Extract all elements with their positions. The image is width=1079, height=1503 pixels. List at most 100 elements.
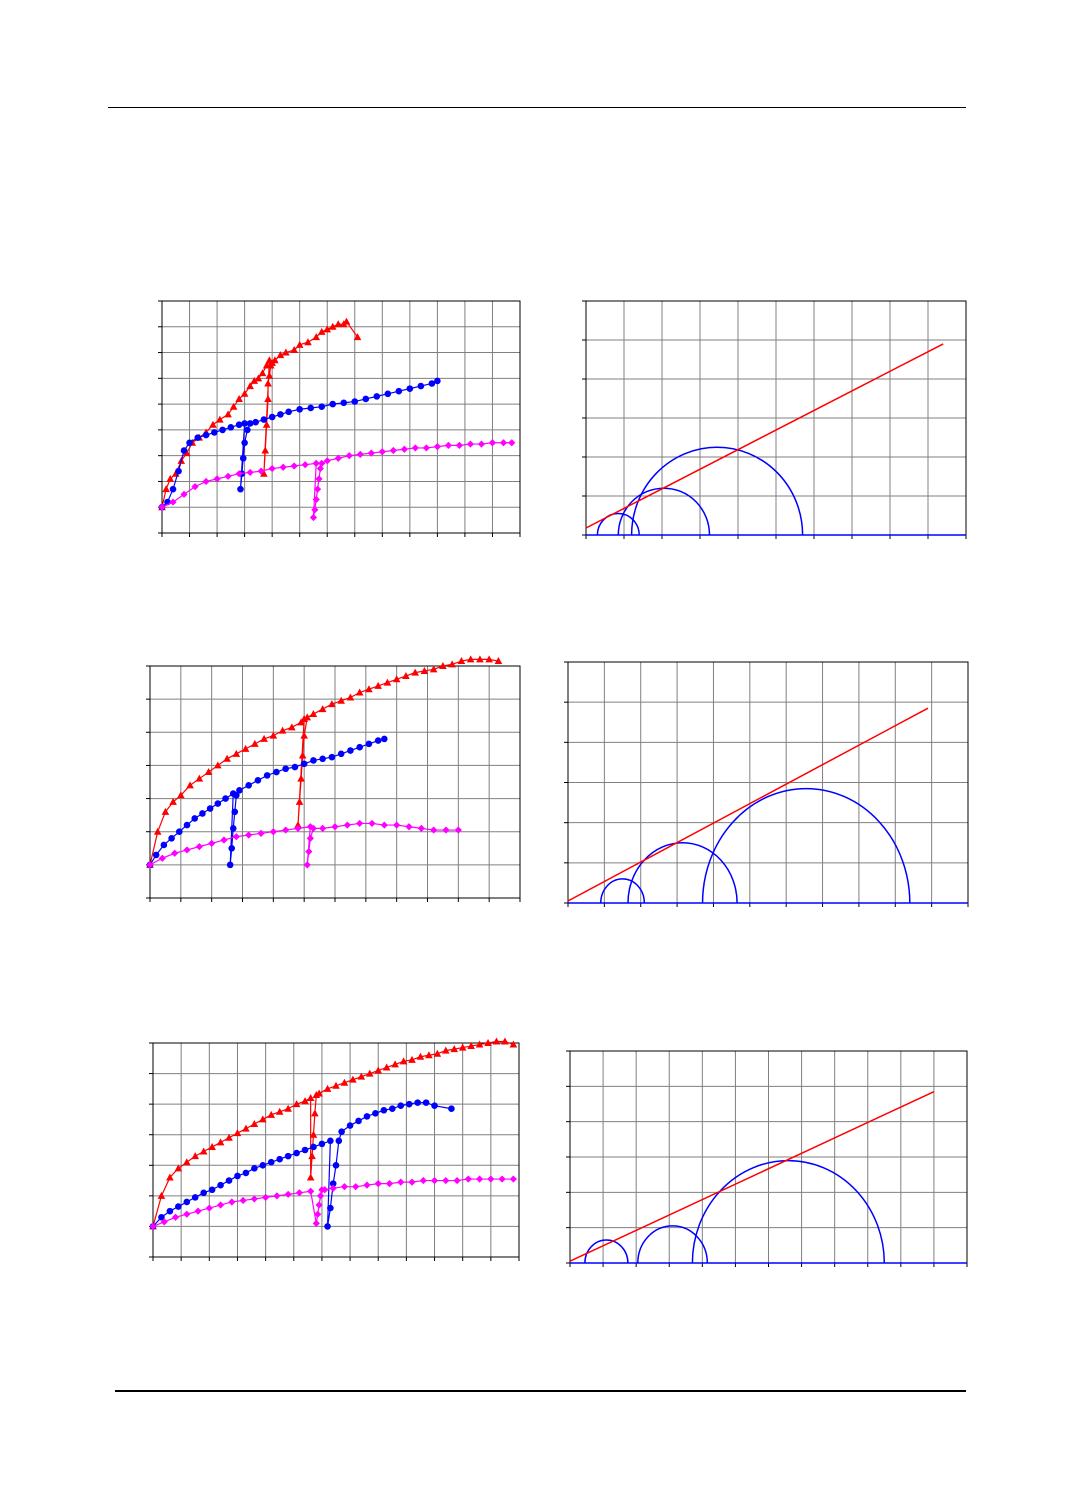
data-point-triangle xyxy=(233,1129,242,1137)
data-point-circle xyxy=(263,772,271,779)
data-point-circle xyxy=(241,420,248,427)
data-point-circle xyxy=(422,1099,430,1106)
data-point-diamond xyxy=(430,1176,439,1185)
data-point-circle xyxy=(428,380,436,387)
data-point-circle xyxy=(169,485,177,493)
data-point-circle xyxy=(318,1140,326,1148)
data-point-triangle xyxy=(224,410,232,418)
data-point-diamond xyxy=(466,440,475,448)
mohr-circles xyxy=(586,446,966,536)
data-point-triangle xyxy=(323,1084,332,1092)
data-point-circle xyxy=(241,439,248,447)
data-point-circle xyxy=(276,1155,283,1163)
data-point-circle xyxy=(268,413,276,421)
data-point-triangle xyxy=(312,333,321,341)
data-point-triangle xyxy=(235,394,243,402)
data-point-triangle xyxy=(166,474,175,482)
data-point-circle xyxy=(301,1146,309,1154)
data-point-triangle xyxy=(448,660,456,668)
grid xyxy=(162,301,520,533)
data-point-circle xyxy=(381,735,388,743)
data-point-diamond xyxy=(284,1190,292,1198)
data-point-triangle xyxy=(309,710,318,718)
data-point-diamond xyxy=(430,826,438,834)
data-point-triangle xyxy=(509,1040,518,1048)
data-point-triangle xyxy=(229,402,238,410)
data-point-triangle xyxy=(216,1138,225,1146)
data-point-diamond xyxy=(306,834,314,842)
data-point-triangle xyxy=(365,685,373,693)
footer-rule xyxy=(115,1390,966,1392)
data-point-diamond xyxy=(356,450,364,458)
data-point-diamond xyxy=(380,821,388,829)
data-point-diamond xyxy=(509,1175,517,1183)
data-point-circle xyxy=(291,763,299,771)
data-point-diamond xyxy=(246,468,254,477)
data-point-circle xyxy=(251,1165,258,1172)
data-point-triangle xyxy=(232,749,241,757)
data-point-triangle xyxy=(242,1124,250,1132)
data-point-circle xyxy=(355,1117,362,1125)
data-point-triangle xyxy=(275,1107,284,1115)
data-point-diamond xyxy=(405,823,413,831)
data-point-circle xyxy=(285,408,292,416)
data-point-diamond xyxy=(345,452,353,460)
data-point-circle xyxy=(351,398,359,405)
series-2 xyxy=(146,735,388,869)
data-point-triangle xyxy=(439,662,447,669)
data-point-diamond xyxy=(385,1180,394,1188)
data-point-circle xyxy=(237,485,244,493)
data-point-circle xyxy=(206,805,214,812)
data-point-diamond xyxy=(194,1207,202,1215)
data-point-diamond xyxy=(400,445,408,453)
data-point-circle xyxy=(340,399,348,407)
series-line xyxy=(149,658,499,865)
data-point-triangle xyxy=(265,371,274,379)
data-point-diamond xyxy=(216,1201,225,1209)
data-point-triangle xyxy=(223,754,231,762)
plot-frame xyxy=(161,300,521,534)
stress-strain-chart-2 xyxy=(146,655,521,902)
data-point-circle xyxy=(362,395,370,403)
data-point-circle xyxy=(175,1203,182,1210)
data-point-circle xyxy=(191,1194,199,1201)
data-point-triangle xyxy=(433,1049,442,1057)
data-point-triangle xyxy=(209,420,217,428)
series-1 xyxy=(158,317,362,511)
data-point-circle xyxy=(307,404,315,412)
data-point-triangle xyxy=(328,322,337,330)
data-point-triangle xyxy=(292,1100,301,1108)
data-point-circle xyxy=(158,1213,165,1221)
data-point-triangle xyxy=(346,693,355,701)
data-point-triangle xyxy=(383,678,392,686)
mohr-circle-chart-1 xyxy=(582,300,967,539)
data-point-triangle xyxy=(311,1109,319,1117)
data-point-diamond xyxy=(232,833,240,841)
data-point-circle xyxy=(327,1204,334,1212)
data-point-diamond xyxy=(312,495,320,504)
data-point-diamond xyxy=(433,443,441,451)
data-point-triangle xyxy=(282,348,290,356)
data-point-triangle xyxy=(250,376,259,384)
data-point-circle xyxy=(318,403,326,410)
grid xyxy=(570,1051,967,1263)
data-point-triangle xyxy=(484,1039,492,1046)
data-point-triangle xyxy=(374,1066,383,1074)
data-point-diamond xyxy=(488,439,497,447)
data-point-circle xyxy=(406,385,414,392)
data-point-diamond xyxy=(323,457,331,465)
data-point-diamond xyxy=(262,1193,270,1201)
data-point-triangle xyxy=(271,356,279,364)
data-point-triangle xyxy=(250,1120,259,1128)
data-point-circle xyxy=(346,1122,354,1129)
data-point-triangle xyxy=(342,317,351,325)
data-point-diamond xyxy=(195,843,203,851)
data-point-triangle xyxy=(297,774,305,782)
data-point-circle xyxy=(328,753,336,761)
data-point-circle xyxy=(329,1180,337,1187)
mohr-circle xyxy=(596,512,640,536)
data-point-triangle xyxy=(199,1147,208,1155)
data-point-diamond xyxy=(329,1184,337,1192)
data-point-diamond xyxy=(158,854,166,862)
data-point-circle xyxy=(186,439,193,447)
